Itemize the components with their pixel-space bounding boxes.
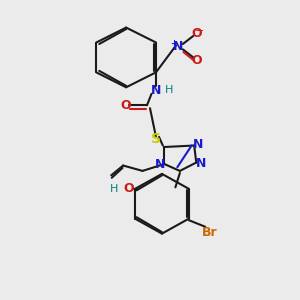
Text: −: − [195,26,205,36]
Text: N: N [155,158,165,171]
Text: N: N [173,40,184,53]
Text: O: O [121,99,131,112]
Text: O: O [124,182,134,195]
Text: Br: Br [202,226,218,238]
Text: O: O [191,27,202,40]
Text: N: N [196,157,206,170]
Text: +: + [170,40,177,49]
Text: N: N [193,138,204,151]
Text: H: H [165,85,174,95]
Text: H: H [110,184,118,194]
Text: O: O [191,54,202,67]
Text: N: N [151,84,161,97]
Text: S: S [151,132,161,146]
